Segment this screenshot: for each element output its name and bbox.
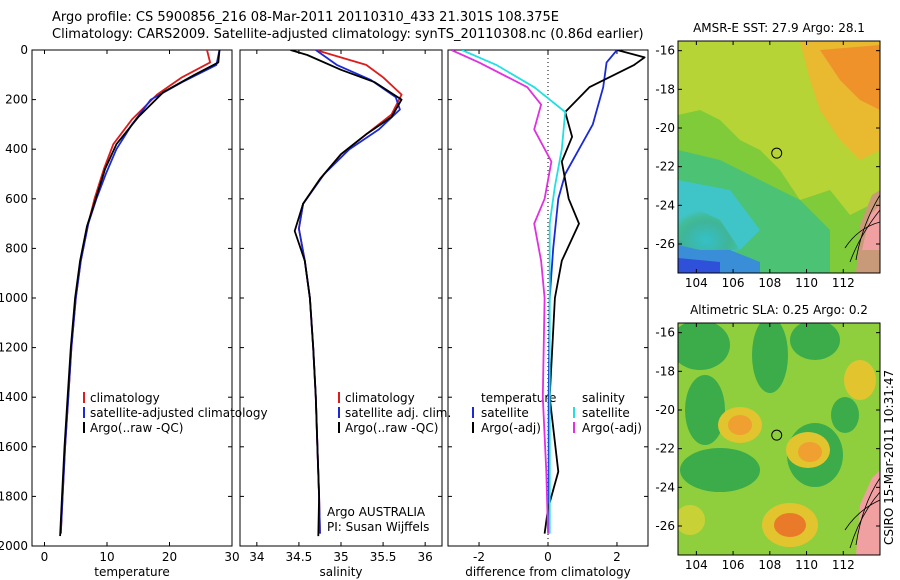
legend-label: climatology xyxy=(90,391,160,405)
x-tick-label: 34 xyxy=(249,550,264,564)
temperature-legend: climatology satellite-adjusted climatolo… xyxy=(83,391,268,435)
x-tick-label: -2 xyxy=(473,550,485,564)
series-line xyxy=(547,50,618,534)
difference-legend: temperature satellite Argo(-adj) salinit… xyxy=(472,391,642,435)
y-tick-label: -22 xyxy=(655,442,675,456)
series-line xyxy=(290,50,403,537)
y-tick-label: -20 xyxy=(655,121,675,135)
sla-map-panel xyxy=(678,323,880,555)
y-tick-label: 0 xyxy=(20,43,28,57)
map-frame xyxy=(677,40,881,274)
x-axis-label: salinity xyxy=(319,565,362,579)
x-tick-label: 104 xyxy=(685,558,708,572)
x-tick-label: 20 xyxy=(162,550,177,564)
x-tick-label: 106 xyxy=(722,276,745,290)
y-tick-label: -18 xyxy=(655,82,675,96)
series-line xyxy=(543,50,646,534)
x-tick-label: 0 xyxy=(41,550,49,564)
legend-label: Argo(-adj) xyxy=(481,421,541,435)
x-tick-label: 2 xyxy=(613,550,621,564)
y-tick-label: -22 xyxy=(655,160,675,174)
float-owner-annotation: Argo AUSTRALIA xyxy=(327,505,426,519)
legend-label: satellite xyxy=(582,406,630,420)
y-tick-label: -24 xyxy=(655,198,675,212)
x-tick-label: 106 xyxy=(722,558,745,572)
x-tick-label: 104 xyxy=(685,276,708,290)
x-tick-label: 110 xyxy=(795,558,818,572)
legend-label: satellite adj. clim. xyxy=(345,406,451,420)
argo-location-marker xyxy=(771,429,783,441)
y-tick-label: 1400 xyxy=(0,390,28,404)
series-group xyxy=(59,50,221,537)
y-tick-label: 400 xyxy=(5,142,28,156)
x-tick-label: 10 xyxy=(99,550,114,564)
map-frame xyxy=(677,322,881,556)
float-pi-annotation: PI: Susan Wijffels xyxy=(327,520,429,534)
legend-label: Argo(-adj) xyxy=(582,421,642,435)
y-tick-label: -26 xyxy=(655,519,675,533)
y-tick-label: 600 xyxy=(5,192,28,206)
x-tick-label: 110 xyxy=(795,276,818,290)
y-tick-label: -16 xyxy=(655,326,675,340)
x-tick-label: 0 xyxy=(544,550,552,564)
y-tick-label: 1800 xyxy=(0,489,28,503)
y-tick-label: 1600 xyxy=(0,440,28,454)
series-line xyxy=(59,50,221,537)
series-group xyxy=(290,50,403,537)
x-tick-label: 35.5 xyxy=(370,550,397,564)
y-tick-label: 2000 xyxy=(0,539,28,553)
map-title: AMSR-E SST: 27.9 Argo: 28.1 xyxy=(693,21,865,35)
series-line xyxy=(59,50,221,534)
salinity-legend: climatology satellite adj. clim. Argo(..… xyxy=(327,391,451,534)
series-group xyxy=(451,50,646,534)
y-tick-label: 1200 xyxy=(0,341,28,355)
series-line xyxy=(59,50,211,534)
y-tick-label: -20 xyxy=(655,403,675,417)
legend-heading-temperature: temperature xyxy=(481,391,556,405)
legend-label: climatology xyxy=(345,391,415,405)
x-tick-label: 108 xyxy=(758,558,781,572)
y-tick-label: 200 xyxy=(5,93,28,107)
y-tick-label: -24 xyxy=(655,480,675,494)
legend-label: satellite-adjusted climatology xyxy=(90,406,268,420)
side-timestamp: CSIRO 15-Mar-2011 10:31:47 xyxy=(882,370,896,545)
chart-title-line1: Argo profile: CS 5900856_216 08-Mar-2011… xyxy=(52,10,560,25)
y-tick-label: 1000 xyxy=(0,291,28,305)
x-tick-label: 108 xyxy=(758,276,781,290)
sst-map-panel xyxy=(678,41,880,273)
series-line xyxy=(451,50,553,534)
chart-title-line2: Climatology: CARS2009. Satellite-adjuste… xyxy=(52,27,644,42)
x-tick-label: 30 xyxy=(224,550,239,564)
y-tick-label: -16 xyxy=(655,44,675,58)
x-tick-label: 35 xyxy=(333,550,348,564)
x-tick-label: 34.5 xyxy=(286,550,313,564)
legend-heading-salinity: salinity xyxy=(582,391,625,405)
legend-label: satellite xyxy=(481,406,529,420)
argo-location-marker xyxy=(771,147,783,159)
map-title: Altimetric SLA: 0.25 Argo: 0.2 xyxy=(690,303,868,317)
x-tick-label: 112 xyxy=(832,276,855,290)
y-tick-label: -18 xyxy=(655,364,675,378)
series-line xyxy=(461,50,567,534)
legend-label: Argo(..raw -QC) xyxy=(345,421,438,435)
x-axis-label: temperature xyxy=(94,565,169,579)
y-tick-label: 800 xyxy=(5,241,28,255)
legend-label: Argo(..raw -QC) xyxy=(90,421,183,435)
y-tick-label: -26 xyxy=(655,237,675,251)
x-axis-label: difference from climatology xyxy=(465,565,631,579)
plot-frame xyxy=(239,49,443,547)
x-tick-label: 112 xyxy=(832,558,855,572)
x-tick-label: 36 xyxy=(418,550,433,564)
